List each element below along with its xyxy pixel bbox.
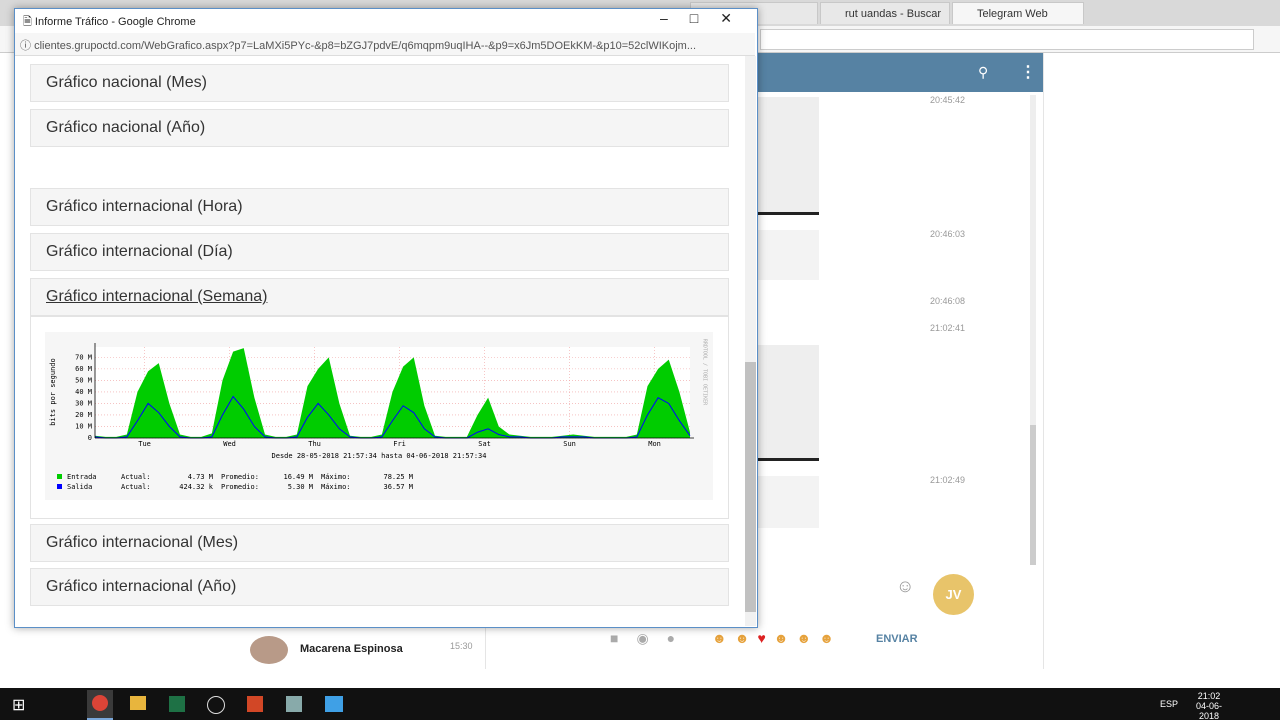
avatar[interactable]: JV xyxy=(933,574,974,615)
app-icon[interactable] xyxy=(325,696,343,712)
message-time: 20:46:03 xyxy=(930,229,966,239)
legend-label: Actual: xyxy=(121,483,151,491)
legend-label: Promedio: xyxy=(221,473,259,481)
x-tick-label: Mon xyxy=(648,440,661,448)
date: 04-06-2018 xyxy=(1195,701,1222,721)
clock[interactable]: 21:02 04-06-2018 xyxy=(1186,691,1232,721)
legend-label: Máximo: xyxy=(321,473,351,481)
accordion-item[interactable]: Gráfico nacional (Mes) xyxy=(30,64,729,102)
menu-icon[interactable]: ⋮ xyxy=(1020,64,1036,81)
powerpoint-icon[interactable] xyxy=(247,696,263,712)
chat-time: 15:30 xyxy=(450,641,473,651)
image-thumb[interactable] xyxy=(757,97,819,215)
popup-address xyxy=(15,33,755,56)
traffic-chart: bits por segundo RRDTOOL / TOBI OETIKER … xyxy=(45,332,713,500)
tab[interactable]: Telegram Web xyxy=(952,2,1084,24)
telegram-header xyxy=(757,53,1043,92)
y-label: bits por segundo xyxy=(49,358,57,425)
app-icon[interactable] xyxy=(286,696,302,712)
language[interactable]: ESP xyxy=(1160,699,1179,709)
x-tick-label: Sat xyxy=(478,440,491,448)
message-time: 21:02:49 xyxy=(930,475,966,485)
explorer-icon[interactable] xyxy=(130,696,146,710)
start-button[interactable]: ⊞ xyxy=(12,697,26,714)
chat-avatar xyxy=(250,636,288,664)
tab[interactable]: rut uandas - Buscar xyxy=(820,2,950,24)
y-tick-label: 60 M xyxy=(75,365,92,373)
legend-value: 36.57 M xyxy=(383,483,413,491)
x-tick-label: Thu xyxy=(308,440,321,448)
image-thumb[interactable] xyxy=(757,230,819,280)
accordion-item[interactable]: Gráfico internacional (Hora) xyxy=(30,188,729,226)
legend-value: 16.49 M xyxy=(283,473,313,481)
legend-name: Salida xyxy=(67,483,92,491)
accordion-item[interactable]: Gráfico internacional (Semana) xyxy=(30,278,729,316)
title-text: Informe Tráfico - Google Chrome xyxy=(34,16,196,28)
url[interactable]: ⓘ clientes.grupoctd.com/WebGrafico.aspx?… xyxy=(20,40,696,52)
emoji-button[interactable]: ☺ xyxy=(896,576,915,596)
emoji-bar[interactable]: ☻☻♥☻☻☻ xyxy=(712,630,842,646)
y-tick-label: 10 M xyxy=(75,422,92,430)
message-time: 21:02:41 xyxy=(930,323,966,333)
attach-icons[interactable]: ■◉● xyxy=(610,630,694,646)
chart-title: Desde 28-05-2018 21:57:34 hasta 04-06-20… xyxy=(272,452,487,460)
legend-swatch xyxy=(57,484,62,489)
accordion-item[interactable]: Gráfico internacional (Año) xyxy=(30,568,729,606)
legend-name: Entrada xyxy=(67,473,97,481)
url-text: clientes.grupoctd.com/WebGrafico.aspx?p7… xyxy=(34,40,696,52)
popup-scrollbar xyxy=(745,56,756,626)
message-time: 20:46:08 xyxy=(930,296,966,306)
y-tick-label: 30 M xyxy=(75,399,92,407)
y-tick-label: 70 M xyxy=(75,353,92,361)
chat-item[interactable] xyxy=(237,627,486,669)
x-tick-label: Tue xyxy=(138,440,151,448)
legend-swatch xyxy=(57,474,62,479)
taskbar xyxy=(0,688,1280,720)
scrollbar xyxy=(1030,95,1036,565)
excel-icon[interactable] xyxy=(169,696,185,712)
search-icon[interactable]: ⚲ xyxy=(978,64,989,80)
legend-label: Promedio: xyxy=(221,483,259,491)
legend-value: 78.25 M xyxy=(383,473,413,481)
time: 21:02 xyxy=(1197,691,1221,701)
accordion-item[interactable]: Gráfico nacional (Año) xyxy=(30,109,729,147)
x-tick-label: Fri xyxy=(393,440,406,448)
y-tick-label: 20 M xyxy=(75,411,92,419)
legend-label: Máximo: xyxy=(321,483,351,491)
message-time: 20:45:42 xyxy=(930,95,966,105)
legend-label: Actual: xyxy=(121,473,151,481)
area xyxy=(95,348,690,438)
address-bar[interactable] xyxy=(760,29,1254,50)
accordion-item[interactable]: Gráfico internacional (Día) xyxy=(30,233,729,271)
app-icon[interactable] xyxy=(207,696,225,714)
chrome-icon xyxy=(92,695,108,711)
accordion-panel xyxy=(30,316,729,519)
legend-value: 424.32 k xyxy=(179,483,214,491)
window-controls[interactable]: –□✕ xyxy=(660,10,754,26)
popup-title: 🗎 Informe Tráfico - Google Chrome xyxy=(23,16,196,28)
accordion-item[interactable]: Gráfico internacional (Mes) xyxy=(30,524,729,562)
side-label: RRDTOOL / TOBI OETIKER xyxy=(702,339,708,406)
y-tick-label: 40 M xyxy=(75,388,92,396)
image-thumb[interactable] xyxy=(757,476,819,528)
y-tick-label: 0 xyxy=(88,434,92,442)
image-thumb[interactable] xyxy=(757,345,819,461)
y-tick-label: 50 M xyxy=(75,376,92,384)
legend-value: 5.30 M xyxy=(288,483,313,491)
send-button[interactable]: ENVIAR xyxy=(876,633,918,645)
x-tick-label: Sun xyxy=(563,440,576,448)
x-tick-label: Wed xyxy=(223,440,236,448)
legend-value: 4.73 M xyxy=(188,473,213,481)
chat-name: Macarena Espinosa xyxy=(300,643,403,655)
